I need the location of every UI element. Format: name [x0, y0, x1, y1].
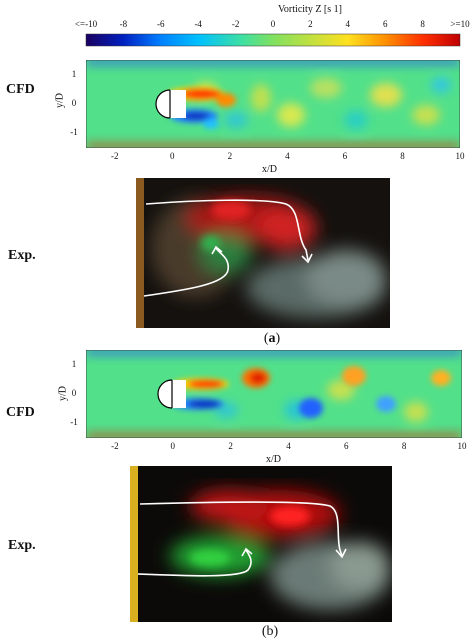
- xtick-a-5: 8: [392, 151, 412, 161]
- xtick-b-0: -2: [105, 441, 125, 451]
- xtick-b-1: 0: [163, 441, 183, 451]
- xtick-b-4: 6: [336, 441, 356, 451]
- xtick-b-6: 10: [452, 441, 472, 451]
- exp-photo-b: [130, 466, 392, 622]
- exp-label-a: Exp.: [8, 248, 36, 264]
- colorbar-tick-5: 0: [256, 19, 290, 29]
- ytick-a-1: 0: [64, 98, 84, 108]
- cfd-label-a: CFD: [6, 82, 35, 98]
- exp-label-b: Exp.: [8, 538, 36, 554]
- colorbar-tick-7: 4: [331, 19, 365, 29]
- colorbar-tick-3: -4: [181, 19, 215, 29]
- ytick-a-0: 1: [64, 69, 84, 79]
- xtick-b-2: 2: [221, 441, 241, 451]
- cfd-label-b: CFD: [6, 405, 35, 421]
- exp-photo-a: [136, 178, 390, 328]
- cfd-field-b: [86, 350, 462, 438]
- caption-a-close: ): [276, 331, 281, 346]
- colorbar-tick-2: -6: [144, 19, 178, 29]
- colorbar-tick-10: >=10: [443, 19, 474, 29]
- xtick-a-0: -2: [105, 151, 125, 161]
- colorbar-tick-8: 6: [368, 19, 402, 29]
- ytick-b-1: 0: [64, 388, 84, 398]
- xtick-a-1: 0: [162, 151, 182, 161]
- xlabel-b: x/D: [266, 454, 281, 465]
- xtick-b-3: 4: [278, 441, 298, 451]
- xtick-b-5: 8: [394, 441, 414, 451]
- xtick-a-2: 2: [220, 151, 240, 161]
- xlabel-a: x/D: [262, 164, 277, 175]
- colorbar-tick-6: 2: [293, 19, 327, 29]
- caption-a-letter: a: [269, 331, 276, 346]
- colorbar-tick-9: 8: [406, 19, 440, 29]
- xtick-a-4: 6: [335, 151, 355, 161]
- ytick-a-2: -1: [64, 127, 84, 137]
- colorbar-tick-0: <=-10: [69, 19, 103, 29]
- colorbar-tick-1: -8: [106, 19, 140, 29]
- ytick-b-0: 1: [64, 359, 84, 369]
- xtick-a-3: 4: [277, 151, 297, 161]
- ytick-b-2: -1: [64, 417, 84, 427]
- colorbar-tick-4: -2: [219, 19, 253, 29]
- cfd-field-a: [86, 60, 460, 148]
- caption-b: (b): [250, 624, 290, 640]
- colorbar-gradient: [86, 34, 460, 46]
- caption-a: (a): [252, 331, 292, 347]
- xtick-a-6: 10: [450, 151, 470, 161]
